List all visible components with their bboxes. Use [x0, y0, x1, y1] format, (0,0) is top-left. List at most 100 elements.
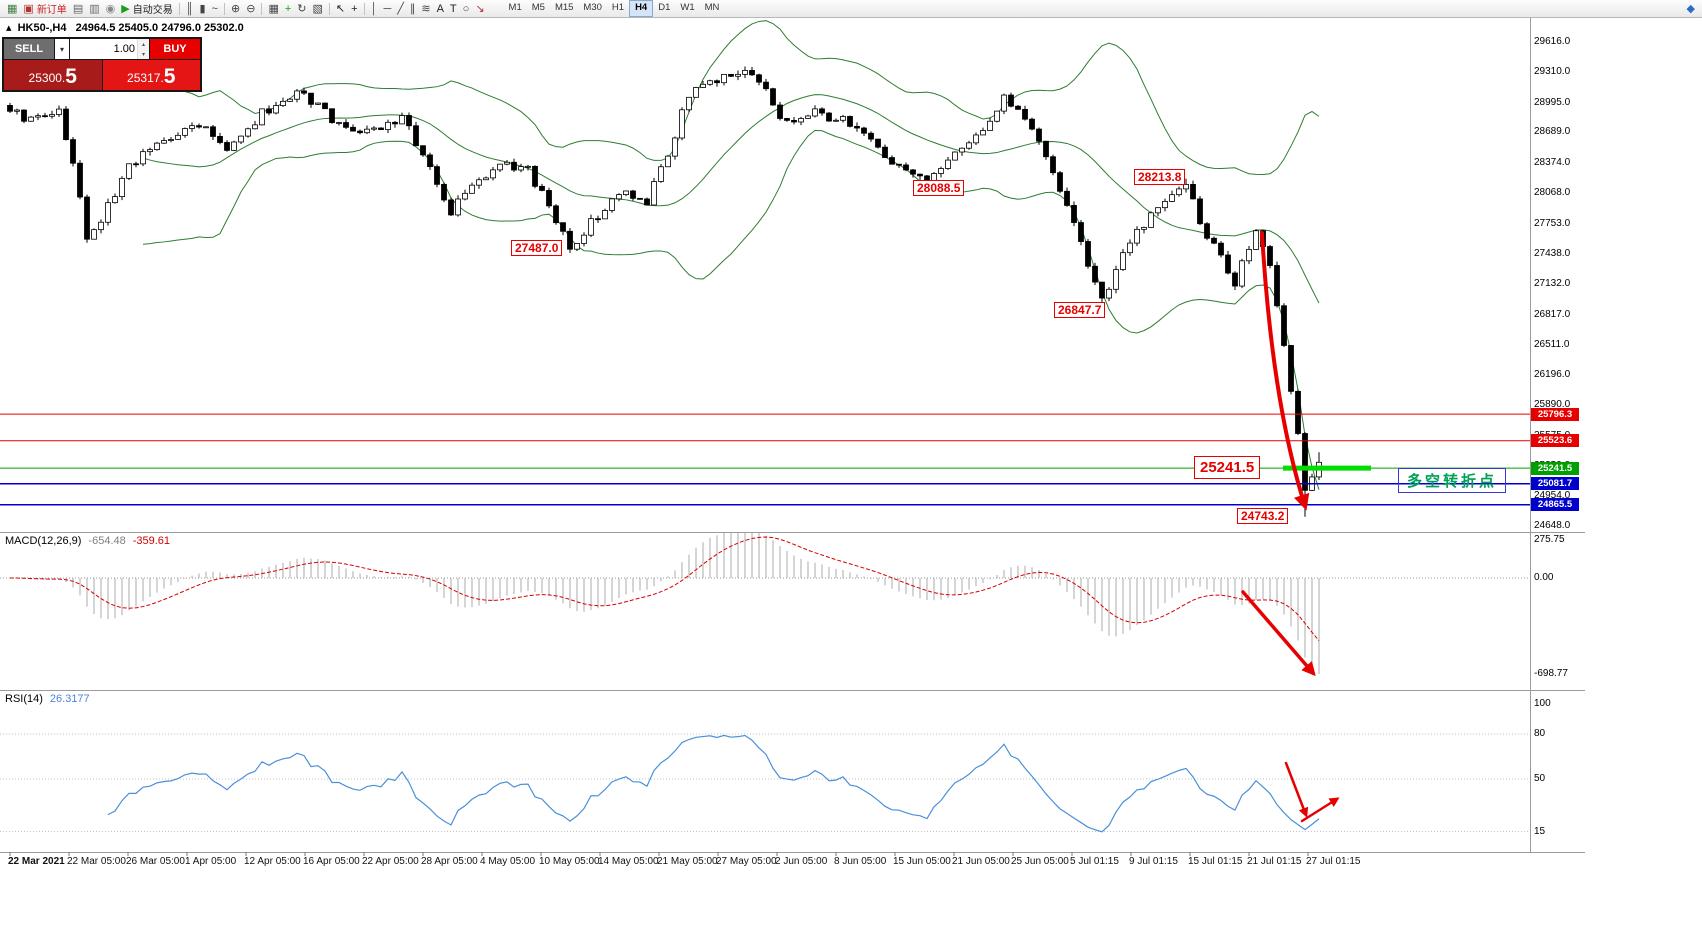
toolbar-separator: [224, 2, 225, 15]
annotation-bull-bear-turning-point[interactable]: 多空转折点: [1398, 468, 1507, 493]
tile-windows-icon[interactable]: ▦: [265, 1, 281, 17]
timeframe-button-mn[interactable]: MN: [704, 2, 720, 13]
symbol-ohlc-header: ▴ HK50-,H4 24964.5 25405.0 24796.0 25302…: [6, 21, 244, 34]
alert-icon-glyph: ◉: [105, 2, 116, 15]
timeframe-button-m30[interactable]: M30: [583, 2, 602, 13]
zoom-out-icon-glyph: ⊖: [246, 2, 256, 15]
sell-price-main: 25300.: [28, 71, 66, 85]
arrow-tool-icon-glyph: ↘: [475, 2, 485, 15]
order-type-dropdown[interactable]: ▾: [55, 39, 69, 59]
timeframe-button-m15[interactable]: M15: [554, 2, 574, 13]
vertical-line-tool-icon-glyph: │: [370, 2, 378, 15]
shapes-tool-icon[interactable]: ○: [460, 1, 473, 17]
profile-icon[interactable]: ▥: [86, 1, 102, 17]
tile-windows-icon-glyph: ▦: [268, 2, 279, 15]
text-label-tool-icon[interactable]: T: [447, 1, 460, 17]
ohlc-values: 24964.5 25405.0 24796.0 25302.0: [75, 22, 244, 34]
autotrade-button[interactable]: ▶ 自动交易: [118, 1, 175, 17]
buy-price-main: 25317.: [127, 71, 164, 85]
zoom-in-icon[interactable]: ⊕: [228, 1, 243, 17]
macd-signal-value: -359.61: [132, 535, 171, 547]
timeframe-button-m1[interactable]: M1: [508, 2, 522, 13]
toolbar-separator: [178, 2, 180, 15]
horizontal-line-tool-icon-glyph: ─: [383, 2, 392, 15]
new-order-glyph: ▣: [23, 2, 34, 15]
symbol-name: HK50-,H4: [17, 22, 67, 34]
buy-price[interactable]: 25317. 5: [102, 60, 200, 90]
rsi-indicator-label: RSI(14) 26.3177: [5, 693, 90, 705]
bar-chart-type-icon[interactable]: ║: [183, 1, 197, 17]
crosshair-icon-glyph: +: [351, 2, 358, 15]
profile-icon-glyph: ▥: [89, 2, 100, 15]
trendline-tool-icon-glyph: ╱: [397, 2, 404, 15]
timeframe-button-h4[interactable]: H4: [629, 0, 654, 17]
channel-tool-icon[interactable]: ∥: [407, 1, 419, 17]
timeframe-switcher: M1 M5 M15 M30 H1 H4 D1 W1 MN: [504, 0, 725, 17]
candle-chart-type-icon-glyph: ▮: [199, 2, 206, 15]
timeframe-button-h1[interactable]: H1: [611, 2, 625, 13]
zoom-out-icon[interactable]: ⊖: [243, 1, 258, 17]
symbol-marker-icon: ▴: [6, 22, 12, 34]
fibonacci-tool-icon-glyph: ≋: [421, 2, 431, 15]
connection-status-icon[interactable]: ◆: [1684, 1, 1698, 17]
toolbar-separator: [363, 2, 365, 15]
macd-name: MACD(12,26,9): [5, 535, 82, 547]
volume-input[interactable]: [70, 39, 137, 59]
chart-shortcut-icon[interactable]: ▦: [4, 1, 20, 17]
connection-status-icon: ◆: [1686, 2, 1695, 15]
charts-grid-icon[interactable]: ▤: [70, 1, 86, 17]
rsi-value: 26.3177: [49, 693, 90, 705]
macd-indicator-label: MACD(12,26,9) -654.48 -359.61: [5, 535, 170, 547]
macd-signal-line: [9, 536, 1320, 641]
bar-chart-type-icon-glyph: ║: [185, 2, 194, 15]
text-tool-icon[interactable]: A: [434, 1, 447, 17]
bollinger-bands: [142, 20, 1320, 490]
macd-main-value: -654.48: [88, 535, 126, 547]
timeframe-button-d1[interactable]: D1: [658, 2, 671, 13]
candlesticks: [7, 66, 1322, 517]
charts-grid-icon-glyph: ▤: [72, 2, 84, 15]
text-tool-icon-glyph: A: [436, 2, 444, 15]
volume-down-icon[interactable]: ▾: [138, 49, 149, 59]
templates-icon[interactable]: ▧: [310, 1, 326, 17]
rsi-line: [107, 734, 1320, 833]
trend-arrow-4[interactable]: [1300, 797, 1340, 823]
trendline-tool-icon[interactable]: ╱: [394, 1, 407, 17]
trend-arrow-2[interactable]: [1241, 590, 1316, 677]
sell-price-pips: 5: [65, 65, 77, 88]
trend-arrow-1[interactable]: [1260, 231, 1310, 511]
trend-arrow-3[interactable]: [1284, 761, 1309, 818]
horizontal-line-tool-icon[interactable]: ─: [380, 1, 394, 17]
line-chart-type-icon[interactable]: ~: [209, 1, 221, 17]
autotrade-button-label: 自动交易: [132, 5, 173, 16]
alert-icon[interactable]: ◉: [103, 1, 119, 17]
shapes-tool-icon-glyph: ○: [462, 2, 470, 15]
crosshair-icon[interactable]: +: [348, 1, 360, 17]
arrow-tool-icon[interactable]: ↘: [472, 1, 487, 17]
sell-price[interactable]: 25300. 5: [4, 60, 102, 90]
indicators-icon-glyph: +: [284, 2, 292, 15]
periods-icon[interactable]: ↻: [294, 1, 309, 17]
line-chart-type-icon-glyph: ~: [211, 2, 218, 15]
volume-up-icon[interactable]: ▴: [138, 39, 149, 49]
vertical-line-tool-icon[interactable]: │: [368, 1, 381, 17]
timeframe-button-w1[interactable]: W1: [680, 2, 695, 13]
one-click-trading-panel: SELL ▾ ▴ ▾ BUY 25300.5 25317.5: [2, 37, 202, 92]
main-toolbar: ▦ ▣ 新订单 ▤ ▥ ◉ ▶ 自动交易 ║ ▮ ~ ⊕ ⊖ ▦ + ↻ ▧ ↖ + │ ─ ╱ ∥ ≋ A T ○ ↘ M1 M5 M15…: [0, 0, 1702, 18]
autotrade-glyph: ▶: [121, 2, 130, 15]
candle-chart-type-icon[interactable]: ▮: [197, 1, 209, 17]
volume-spinner[interactable]: ▴ ▾: [137, 39, 149, 59]
new-order-button[interactable]: ▣ 新订单: [20, 1, 69, 17]
cursor-icon-glyph: ↖: [335, 2, 346, 15]
timeframe-button-m5[interactable]: M5: [531, 2, 545, 13]
indicators-icon[interactable]: +: [282, 1, 294, 17]
buy-button[interactable]: BUY: [150, 39, 200, 59]
chart-shortcut-icon-glyph: ▦: [7, 2, 18, 15]
buy-price-pips: 5: [163, 65, 176, 88]
cursor-icon[interactable]: ↖: [333, 1, 348, 17]
macd-histogram: [16, 533, 1320, 675]
sell-button[interactable]: SELL: [4, 39, 54, 59]
fibonacci-tool-icon[interactable]: ≋: [418, 1, 433, 17]
